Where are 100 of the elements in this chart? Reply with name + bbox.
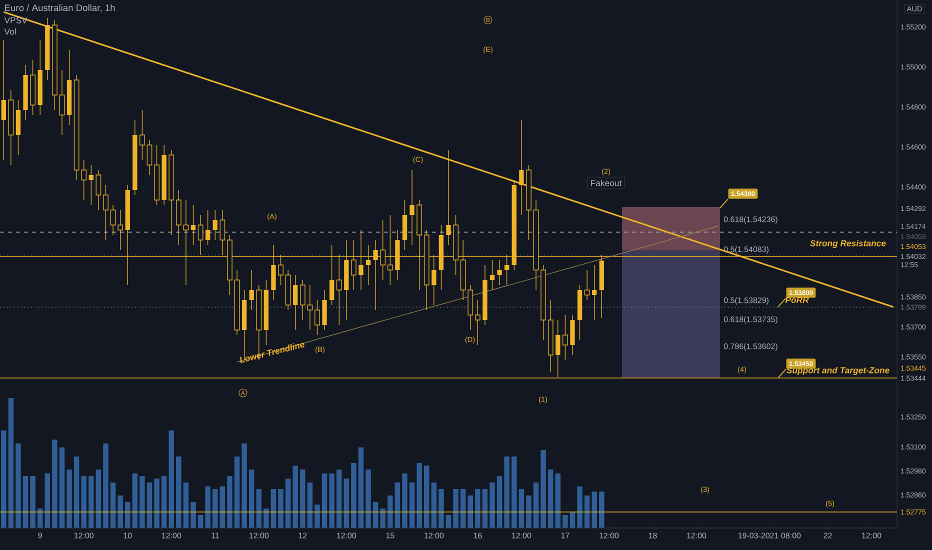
bar (168, 430, 174, 528)
bar (548, 470, 554, 528)
annotation: 0.786(1.53602) (724, 343, 778, 351)
candlestick (118, 210, 123, 250)
bar (132, 473, 138, 528)
bar (424, 466, 430, 528)
bar (526, 496, 532, 528)
bar (496, 476, 502, 528)
candlestick (293, 274, 298, 330)
bar (358, 447, 364, 528)
bar (30, 476, 36, 528)
annotation: VPSV (4, 17, 28, 24)
x-tick-label: 12:00 (687, 532, 706, 538)
bar (380, 508, 386, 528)
bar (329, 473, 334, 528)
candlestick (140, 110, 145, 160)
bar (344, 478, 350, 528)
bar (285, 478, 291, 528)
candlestick (475, 300, 480, 346)
bar (372, 502, 378, 528)
candlestick (307, 284, 313, 330)
bar (110, 482, 116, 528)
bar (307, 482, 313, 528)
x-tick-label: 19-03-2021 08:00 (738, 532, 801, 538)
bar (81, 476, 86, 528)
bar (278, 488, 284, 528)
bar (103, 444, 108, 528)
bar (512, 456, 517, 528)
x-tick-label: 12 (298, 532, 307, 538)
candlestick (110, 204, 116, 236)
bar (96, 470, 102, 528)
bar (146, 482, 152, 528)
bar (409, 482, 415, 528)
annotation: Support and Target-Zone (786, 366, 890, 376)
x-tick-label: 18 (648, 532, 657, 538)
annotation: 0.5(1.53829) (724, 297, 768, 305)
bar (154, 478, 160, 528)
bar (270, 488, 276, 528)
x-tick-label: 22 (824, 532, 832, 538)
x-tick-label: 12:00 (512, 532, 532, 538)
candlestick (81, 160, 87, 200)
bar (22, 476, 28, 528)
candlestick (96, 170, 102, 210)
x-tick-label: 12:00 (862, 532, 882, 538)
bar (205, 486, 210, 528)
bar (599, 492, 604, 528)
annotation: 0.618(1.54236) (724, 216, 778, 224)
annotation: Vol (4, 28, 16, 35)
bar (314, 504, 320, 528)
bar (292, 466, 298, 528)
bar (212, 488, 218, 528)
bar (16, 444, 21, 528)
candlestick (592, 264, 597, 320)
bar (366, 470, 371, 528)
bar (388, 496, 393, 528)
candlestick (146, 140, 152, 176)
bar (351, 463, 356, 528)
bar (431, 482, 437, 528)
candlestick (1, 40, 6, 160)
bar (540, 450, 546, 528)
bar (336, 470, 342, 528)
bar (504, 456, 510, 528)
x-tick-label: 12:00 (337, 532, 356, 538)
bar (446, 515, 452, 528)
bar (570, 512, 576, 528)
bar (577, 486, 582, 528)
candlestick (314, 300, 320, 336)
candlestick (410, 170, 414, 246)
bar (52, 440, 58, 528)
bar (482, 488, 488, 528)
annotation: 0.5(1.54083) (724, 246, 768, 254)
candlestick (300, 280, 306, 320)
bar (416, 463, 422, 528)
annotation: PoRR (785, 296, 809, 304)
bar (140, 476, 145, 528)
bar (59, 447, 65, 528)
x-tick-label: 15 (386, 532, 394, 538)
bar (74, 456, 80, 528)
bar (1, 430, 6, 528)
x-tick-label: 12:00 (249, 532, 269, 538)
x-tick-label: 12:00 (424, 532, 444, 538)
bar (300, 470, 306, 528)
bar (118, 496, 123, 528)
bar (475, 488, 480, 528)
bar (220, 486, 226, 528)
bar (453, 488, 458, 528)
candlestick (562, 314, 568, 360)
candlestick (584, 270, 590, 300)
x-tick-label: 16 (474, 532, 482, 538)
bar (242, 444, 247, 528)
annotation: Strong Resistance (810, 240, 886, 248)
x-tick-label: 17 (561, 532, 570, 538)
candlestick (249, 270, 254, 310)
bar (592, 492, 597, 528)
candlestick (212, 210, 218, 240)
bar (490, 482, 495, 528)
bar (198, 515, 204, 528)
bar (322, 473, 328, 528)
bar (44, 473, 50, 528)
bar (584, 496, 590, 528)
